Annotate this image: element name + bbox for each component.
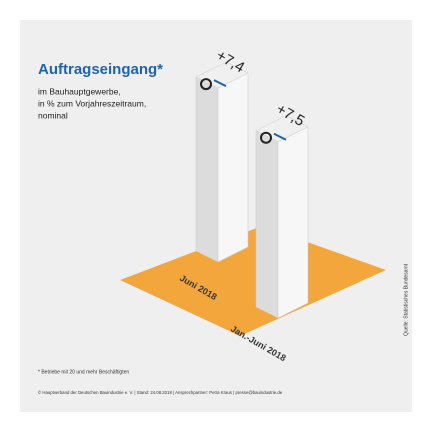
bar-right-face [277, 126, 309, 319]
source: Quelle: Statistisches Bundesamt [403, 263, 409, 336]
icon [200, 78, 212, 91]
credit: © Hauptverband der Deutschen Bauindustri… [38, 390, 283, 395]
chart-title: Auftragseingang* [38, 61, 163, 78]
accent [273, 132, 287, 141]
subtitle: nominal [38, 110, 68, 120]
bar-left-face [195, 76, 219, 263]
subtitle: im Bauhauptgewerbe, [38, 86, 121, 96]
bar-left-face [255, 130, 279, 319]
bar: +7,4 [195, 47, 249, 263]
accent [213, 79, 227, 87]
floor [120, 226, 386, 336]
subtitle: in % zum Vorjahreszeitraum, [38, 98, 146, 108]
bar: +7,5 [255, 101, 309, 319]
footnote: * Betriebe mit 20 und mehr Beschäftigten [38, 369, 129, 375]
icon [260, 131, 272, 144]
bar-right-face [217, 72, 249, 263]
